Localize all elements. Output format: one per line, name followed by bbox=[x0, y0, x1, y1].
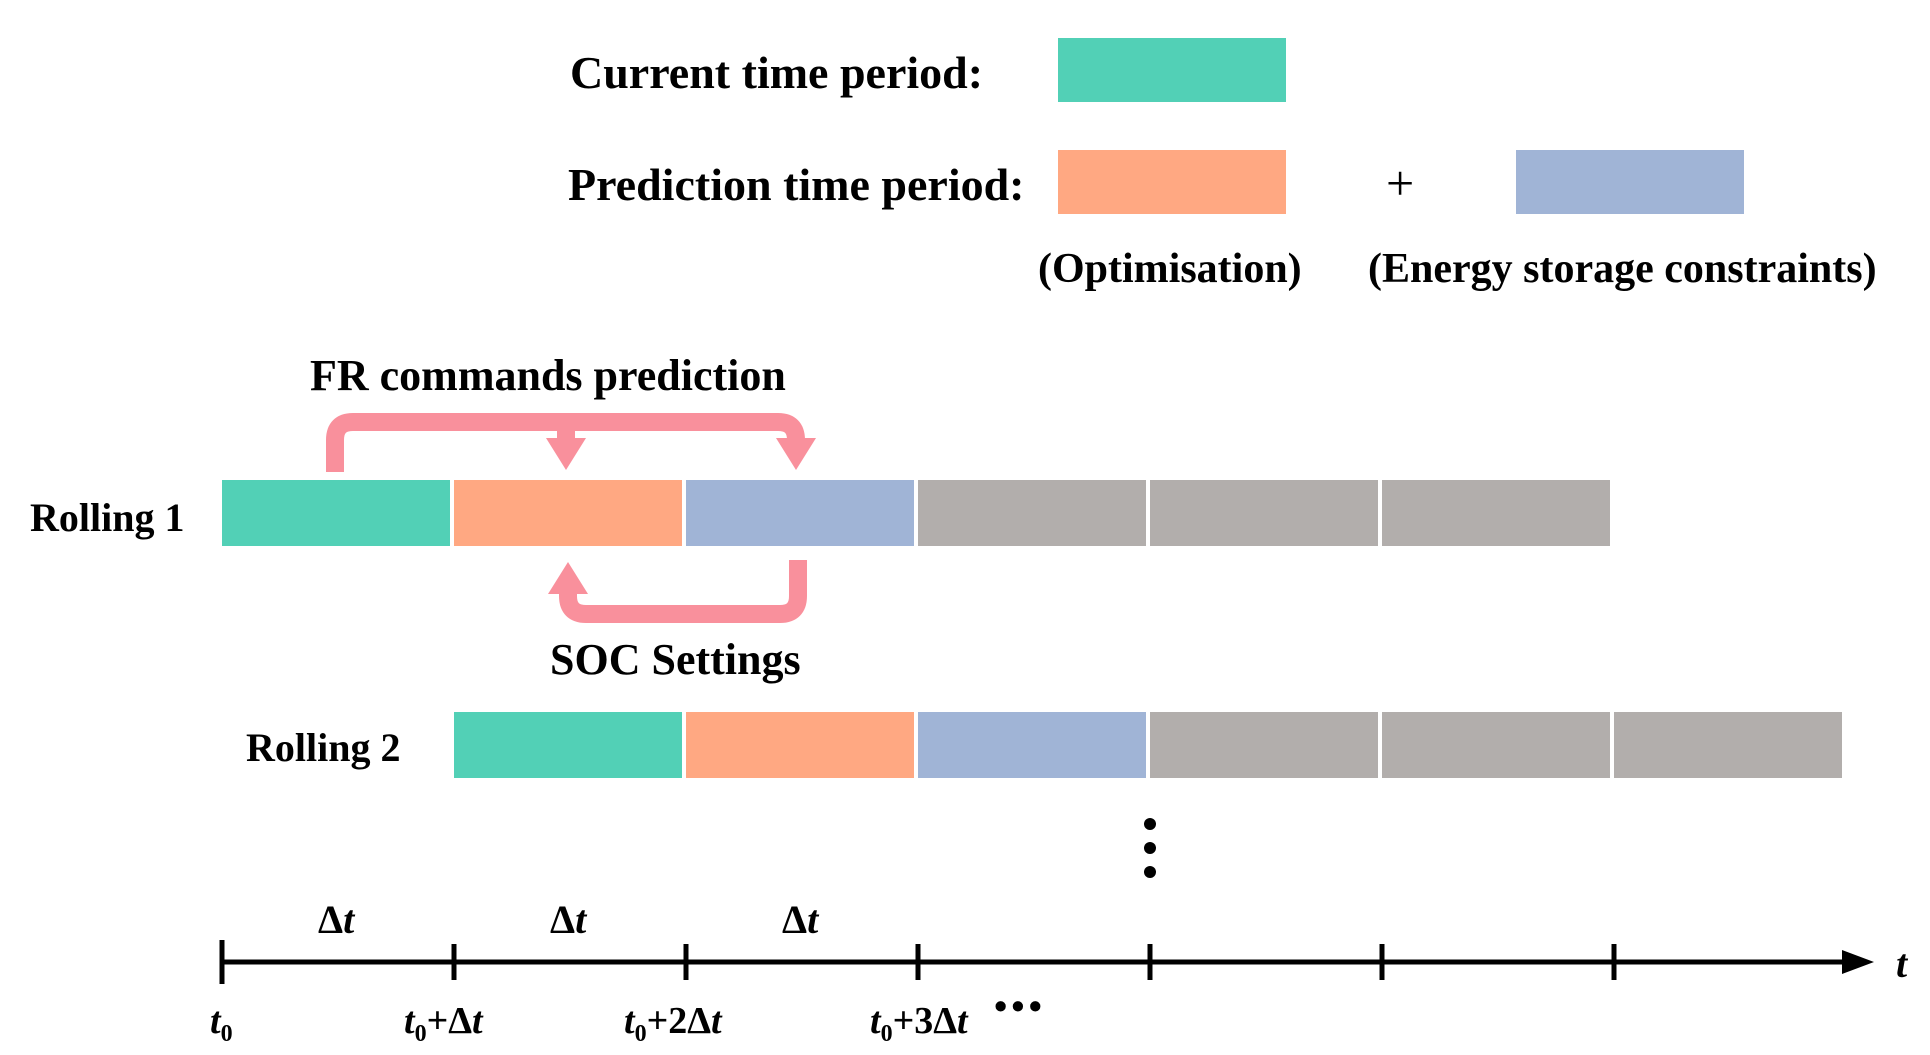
rolling-2-future-block bbox=[1614, 712, 1842, 778]
delta-t-label: Δt bbox=[550, 897, 587, 942]
rolling-1-optimisation-block bbox=[454, 480, 682, 546]
fr-arrowhead-optimisation bbox=[546, 438, 586, 470]
rolling-1-storage-block bbox=[686, 480, 914, 546]
legend-prediction-label: Prediction time period: bbox=[568, 159, 1025, 210]
rolling-2-label: Rolling 2 bbox=[246, 725, 401, 770]
legend-current-label: Current time period: bbox=[570, 47, 984, 98]
axis-symbol: t bbox=[1896, 941, 1908, 986]
legend-optimisation-note: (Optimisation) bbox=[1038, 246, 1302, 292]
rolling-1-future-block bbox=[1150, 480, 1378, 546]
rolling-2-future-block bbox=[1382, 712, 1610, 778]
legend-plus-sign: + bbox=[1386, 155, 1415, 211]
rolling-2-future-block bbox=[1150, 712, 1378, 778]
rolling-2-optimisation-block bbox=[686, 712, 914, 778]
rolling-2-storage-block bbox=[918, 712, 1146, 778]
fr-arrowhead-storage bbox=[776, 438, 816, 470]
soc-settings-label: SOC Settings bbox=[550, 635, 801, 684]
rolling-2-current-block bbox=[454, 712, 682, 778]
rolling-1-label: Rolling 1 bbox=[30, 495, 185, 540]
tick-label-t0-plus-2dt: t0+2Δt bbox=[624, 1000, 722, 1047]
legend-optimisation-swatch bbox=[1058, 150, 1286, 214]
soc-arrowhead bbox=[548, 562, 588, 594]
axis-continuation-dots: ••• bbox=[994, 986, 1046, 1028]
legend-storage-swatch bbox=[1516, 150, 1744, 214]
rolling-1-future-block bbox=[1382, 480, 1610, 546]
fr-commands-label: FR commands prediction bbox=[310, 351, 786, 400]
rolling-1-current-block bbox=[222, 480, 450, 546]
legend-current-swatch bbox=[1058, 38, 1286, 102]
tick-label-t0-plus-3dt: t0+3Δt bbox=[870, 1000, 968, 1047]
axis-arrowhead bbox=[1842, 950, 1874, 974]
soc-settings-arrow bbox=[559, 560, 807, 623]
legend-storage-note: (Energy storage constraints) bbox=[1368, 246, 1877, 292]
rolling-1-future-block bbox=[918, 480, 1146, 546]
delta-t-label: Δt bbox=[782, 897, 819, 942]
tick-label-t0: t0 bbox=[210, 1000, 233, 1047]
tick-label-t0-plus-dt: t0+Δt bbox=[404, 1000, 483, 1047]
delta-t-label: Δt bbox=[318, 897, 355, 942]
